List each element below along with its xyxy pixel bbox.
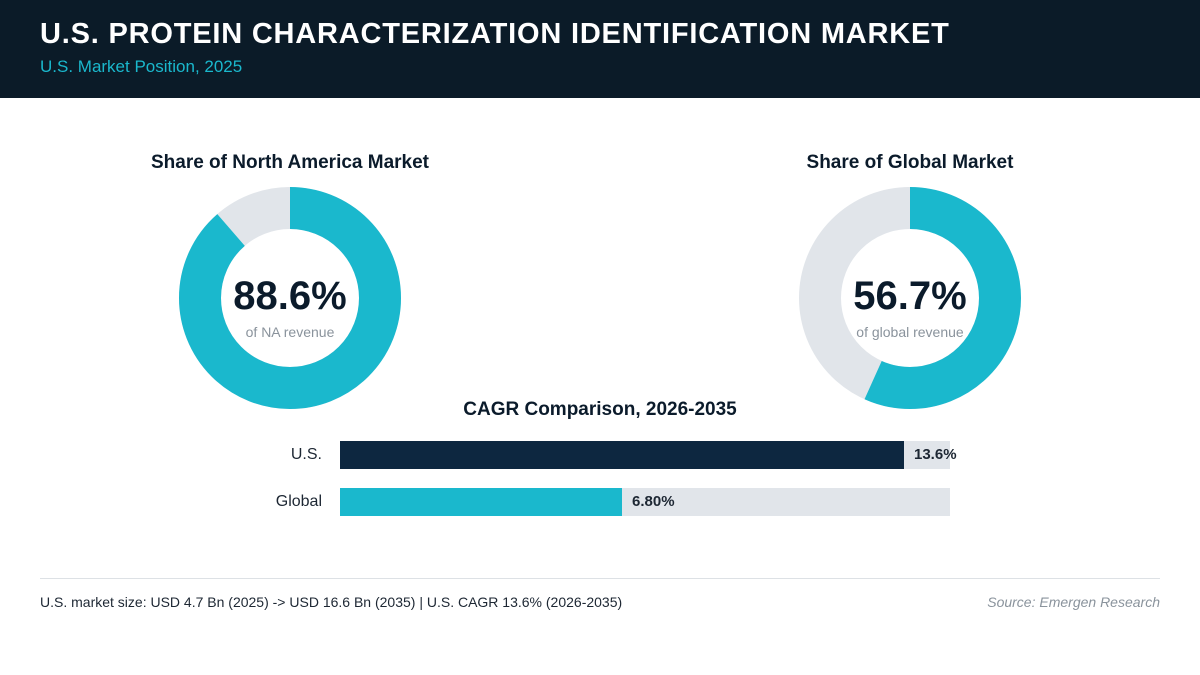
footer-divider (40, 578, 1160, 579)
global-center-label: of global revenue (856, 324, 964, 340)
na-donut-arc (179, 187, 401, 409)
bar-value-us: 13.6% (914, 446, 957, 463)
global-donut-arc (799, 187, 1021, 409)
bar-label-global: Global (275, 493, 322, 510)
source-credit: Source: Emergen Research (987, 594, 1160, 610)
header-banner: U.S. PROTEIN CHARACTERIZATION IDENTIFICA… (0, 0, 1200, 98)
bar-track-global: 6.80% (340, 488, 950, 516)
cagr-chart-title: CAGR Comparison, 2026-2035 (463, 399, 737, 420)
global-share-donut: 56.7% of global revenue (798, 186, 1022, 410)
bar-us (340, 441, 904, 469)
bar-value-global: 6.80% (632, 493, 675, 510)
na-donut-title: Share of North America Market (150, 152, 430, 173)
na-donut-svg (179, 187, 401, 409)
page-title: U.S. PROTEIN CHARACTERIZATION IDENTIFICA… (40, 18, 950, 50)
na-center-label: of NA revenue (245, 324, 335, 340)
na-share-donut: 88.6% of NA revenue (178, 186, 402, 410)
global-donut-svg (799, 187, 1021, 409)
bar-track-us: 13.6% (340, 441, 957, 469)
bar-row-us: U.S. 13.6% (0, 441, 1200, 469)
global-donut-title: Share of Global Market (806, 152, 1014, 173)
na-center-value: 88.6% (233, 274, 347, 318)
bar-global (340, 488, 622, 516)
bar-row-global: Global 6.80% (0, 488, 1200, 516)
page-subtitle: U.S. Market Position, 2025 (40, 57, 243, 76)
global-center-value: 56.7% (853, 274, 967, 318)
bar-label-us: U.S. (290, 446, 322, 463)
footer-note: U.S. market size: USD 4.7 Bn (2025) -> U… (40, 594, 623, 610)
